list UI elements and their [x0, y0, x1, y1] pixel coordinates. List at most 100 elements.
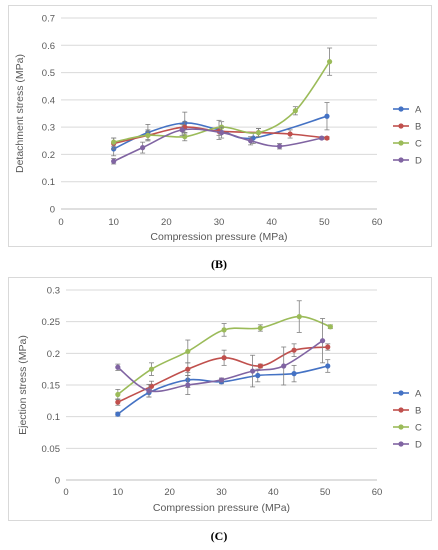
legend-marker-A: [398, 390, 404, 396]
data-point-C: [292, 108, 298, 114]
caption-b: (B): [211, 257, 227, 271]
y-tick-label: 0.3: [42, 123, 55, 134]
data-point-A: [291, 371, 297, 377]
legend-label-C: C: [415, 139, 422, 150]
caption-c: (C): [210, 529, 228, 543]
data-point-D: [319, 135, 325, 141]
chart-panel-c: 0 0.05 0.1 0.15 0.2 0.25 0.3 0 10 20 30 40 50 60 Compr…: [8, 277, 432, 521]
chart-b: 0 0.1 0.2 0.3 0.4 0.5 0.6 0.7 0 10 20 30 40 50 60 Compr…: [14, 14, 422, 244]
x-tick-label: 50: [319, 217, 330, 228]
data-point-D: [281, 363, 287, 369]
y-axis-label: Ejection stress (MPa): [17, 335, 29, 435]
data-point-D: [276, 143, 283, 149]
data-point-D: [218, 377, 225, 383]
y-tick-label: 0: [50, 205, 55, 216]
x-tick-label: 20: [164, 487, 175, 498]
data-point-D: [250, 368, 256, 374]
y-tick-label: 0.3: [47, 286, 60, 297]
legend-label-D: D: [415, 156, 422, 167]
y-tick-label: 0.4: [42, 95, 55, 106]
data-point-C: [111, 139, 117, 145]
legend-marker-B: [398, 123, 404, 129]
data-point-B: [221, 355, 227, 361]
data-point-C: [296, 314, 302, 320]
series-B: [115, 343, 331, 406]
y-axis-label: Detachment stress (MPa): [14, 54, 26, 173]
legend-marker-A: [398, 106, 404, 112]
y-tick-label: 0.2: [42, 150, 55, 161]
x-tick-label: 10: [108, 217, 119, 228]
data-point-A: [325, 363, 331, 369]
data-point-C: [327, 59, 333, 65]
data-point-D: [248, 138, 254, 144]
y-tick-label: 0: [55, 476, 60, 487]
legend-label-A: A: [415, 389, 422, 400]
data-point-C: [145, 132, 151, 138]
data-point-B: [115, 399, 121, 405]
x-axis-label: Compression pressure (MPa): [153, 502, 290, 514]
y-tick-label: 0.05: [42, 444, 61, 455]
data-point-A: [115, 411, 121, 417]
data-point-A: [324, 113, 330, 119]
data-point-C: [255, 130, 262, 136]
x-tick-label: 60: [372, 487, 383, 498]
x-tick-label: 30: [216, 487, 227, 498]
data-point-D: [179, 127, 185, 133]
data-point-D: [111, 158, 117, 164]
y-tick-label: 0.6: [42, 41, 55, 52]
data-point-B: [148, 383, 155, 389]
x-tick-label: 20: [161, 217, 172, 228]
legend-label-C: C: [415, 423, 422, 434]
data-point-D: [146, 388, 152, 394]
x-tick-label: 40: [266, 217, 277, 228]
data-point-D: [140, 145, 146, 151]
series-C: [115, 300, 333, 400]
y-tick-label: 0.15: [42, 381, 61, 392]
legend-marker-B: [398, 407, 404, 413]
y-tick-label: 0.2: [47, 349, 60, 360]
y-tick-label: 0.1: [47, 412, 60, 423]
legend-label-D: D: [415, 440, 422, 451]
data-point-B: [324, 135, 330, 141]
data-point-D: [319, 338, 326, 344]
series-D: [111, 124, 325, 165]
data-point-A: [255, 372, 261, 379]
data-point-B: [325, 344, 331, 350]
data-point-C: [182, 134, 188, 140]
x-tick-label: 30: [214, 217, 225, 228]
legend-marker-D: [398, 157, 404, 163]
data-point-B: [291, 347, 297, 353]
data-point-D: [185, 382, 191, 388]
legend-label-B: B: [415, 122, 421, 133]
data-point-D: [115, 364, 121, 370]
data-point-C: [221, 327, 227, 333]
chart-panel-b: 0 0.1 0.2 0.3 0.4 0.5 0.6 0.7 0 10 20 30 40 50 60 Compr…: [8, 5, 432, 247]
data-point-C: [148, 366, 155, 372]
legend-marker-C: [398, 424, 404, 430]
x-tick-label: 50: [320, 487, 331, 498]
data-point-C: [327, 324, 333, 330]
data-point-C: [115, 391, 121, 398]
legend-label-B: B: [415, 406, 421, 417]
x-tick-label: 60: [372, 217, 383, 228]
x-tick-label: 0: [63, 487, 68, 498]
series-D: [115, 318, 326, 398]
data-point-C: [185, 348, 191, 355]
x-tick-label: 10: [113, 487, 124, 498]
data-point-C: [257, 325, 263, 331]
legend-marker-D: [398, 441, 404, 447]
data-point-B: [185, 366, 191, 372]
x-axis-label: Compression pressure (MPa): [150, 231, 287, 243]
y-tick-label: 0.7: [42, 14, 55, 25]
y-tick-label: 0.5: [42, 68, 55, 79]
data-point-B: [257, 363, 263, 369]
legend-marker-C: [398, 140, 404, 146]
y-tick-label: 0.1: [42, 177, 55, 188]
data-point-D: [219, 130, 225, 136]
legend-label-A: A: [415, 105, 422, 116]
y-tick-label: 0.25: [42, 317, 61, 328]
data-point-B: [287, 131, 293, 137]
x-tick-label: 0: [58, 217, 63, 228]
chart-c: 0 0.05 0.1 0.15 0.2 0.25 0.3 0 10 20 30 40 50 60 Compr…: [17, 286, 422, 515]
x-tick-label: 40: [268, 487, 279, 498]
